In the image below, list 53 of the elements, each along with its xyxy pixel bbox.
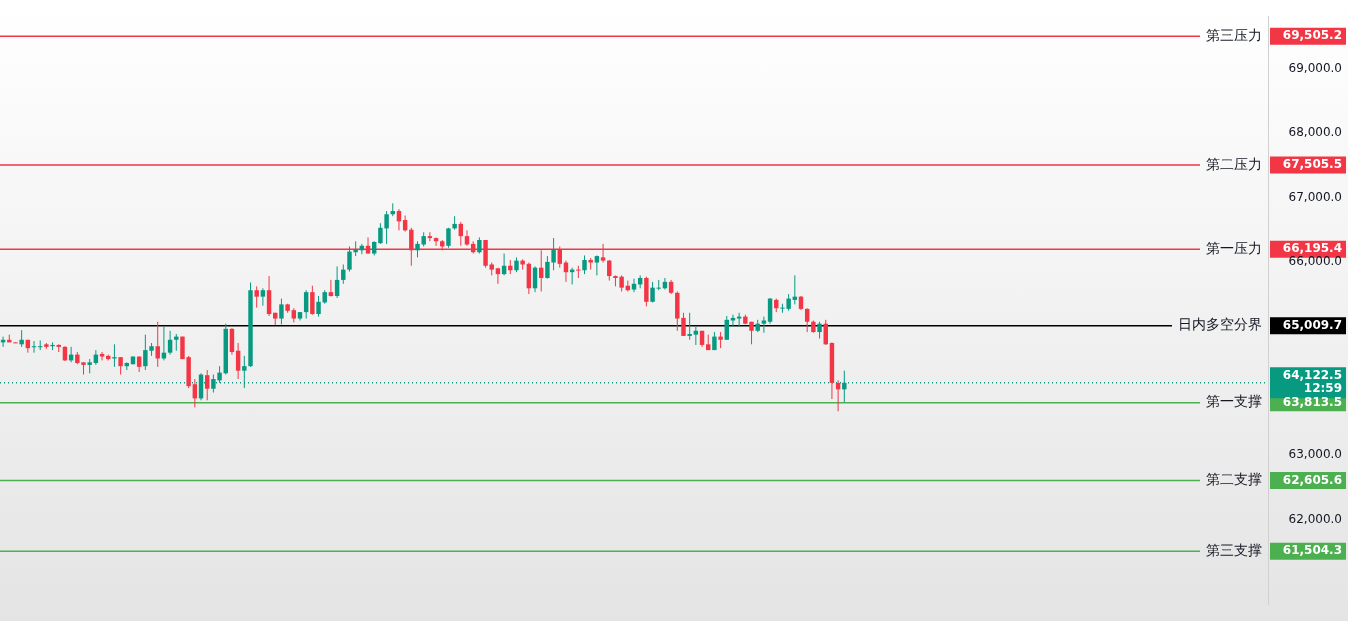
candlestick bbox=[631, 278, 637, 293]
candlestick bbox=[495, 267, 501, 285]
candlestick bbox=[656, 279, 661, 291]
y-tick-label: 66,000.0 bbox=[1288, 254, 1342, 269]
candlestick bbox=[724, 315, 730, 341]
candlestick bbox=[254, 285, 259, 309]
candlestick bbox=[310, 285, 315, 316]
candlestick bbox=[266, 275, 272, 317]
candlestick bbox=[328, 279, 334, 298]
y-tick-label: 66,195.4 bbox=[1282, 241, 1342, 256]
y-tick-label: 63,000.0 bbox=[1288, 447, 1342, 462]
y-tick-label: 62,000.0 bbox=[1288, 511, 1342, 526]
y-tick-label: 64,122.5 12:59 bbox=[1282, 368, 1342, 396]
ref-line-label: 第三压力 bbox=[1206, 26, 1262, 43]
candlestick bbox=[582, 254, 587, 275]
y-tick-label: 62,605.6 bbox=[1282, 472, 1342, 487]
candlestick bbox=[316, 295, 321, 318]
y-tick-label: 68,000.0 bbox=[1288, 125, 1342, 140]
candlestick bbox=[31, 340, 37, 354]
y-tick-label: 67,505.5 bbox=[1282, 157, 1342, 172]
candlestick bbox=[99, 351, 105, 361]
candlestick bbox=[644, 276, 649, 307]
candlestick bbox=[347, 245, 352, 273]
y-tick-label: 67,000.0 bbox=[1288, 189, 1342, 204]
y-tick-label: 63,813.5 bbox=[1282, 394, 1342, 409]
y-tick-label: 69,505.2 bbox=[1282, 28, 1342, 43]
candlestick bbox=[279, 298, 284, 325]
candlestick bbox=[761, 316, 767, 334]
candlestick bbox=[804, 307, 810, 333]
ref-line-label: 第三支撑 bbox=[1206, 541, 1262, 558]
candlestick bbox=[303, 289, 309, 320]
candlestick bbox=[235, 342, 241, 380]
ref-line-label: 日内多空分界 bbox=[1178, 316, 1262, 333]
candlestick bbox=[378, 222, 383, 245]
ref-line-label: 第一压力 bbox=[1206, 239, 1262, 256]
candlestick bbox=[260, 287, 266, 307]
candlestick bbox=[204, 369, 210, 401]
ref-line-label: 第一支撑 bbox=[1206, 393, 1262, 410]
candlestick bbox=[464, 229, 470, 247]
y-tick-label: 61,504.3 bbox=[1282, 543, 1342, 558]
candlestick bbox=[576, 265, 581, 279]
y-tick-label: 69,000.0 bbox=[1288, 60, 1342, 75]
candlestick bbox=[687, 312, 692, 341]
candlestick bbox=[37, 339, 43, 351]
candlestick bbox=[594, 254, 600, 276]
ref-line-label: 第二压力 bbox=[1206, 155, 1262, 172]
candlestick bbox=[693, 326, 699, 346]
y-tick-label: 65,009.7 bbox=[1282, 317, 1342, 332]
ref-line-label: 第二支撑 bbox=[1206, 471, 1262, 488]
candlestick bbox=[384, 210, 389, 245]
candlestick bbox=[242, 355, 247, 389]
candlestick bbox=[167, 330, 173, 356]
candlestick bbox=[341, 263, 346, 285]
